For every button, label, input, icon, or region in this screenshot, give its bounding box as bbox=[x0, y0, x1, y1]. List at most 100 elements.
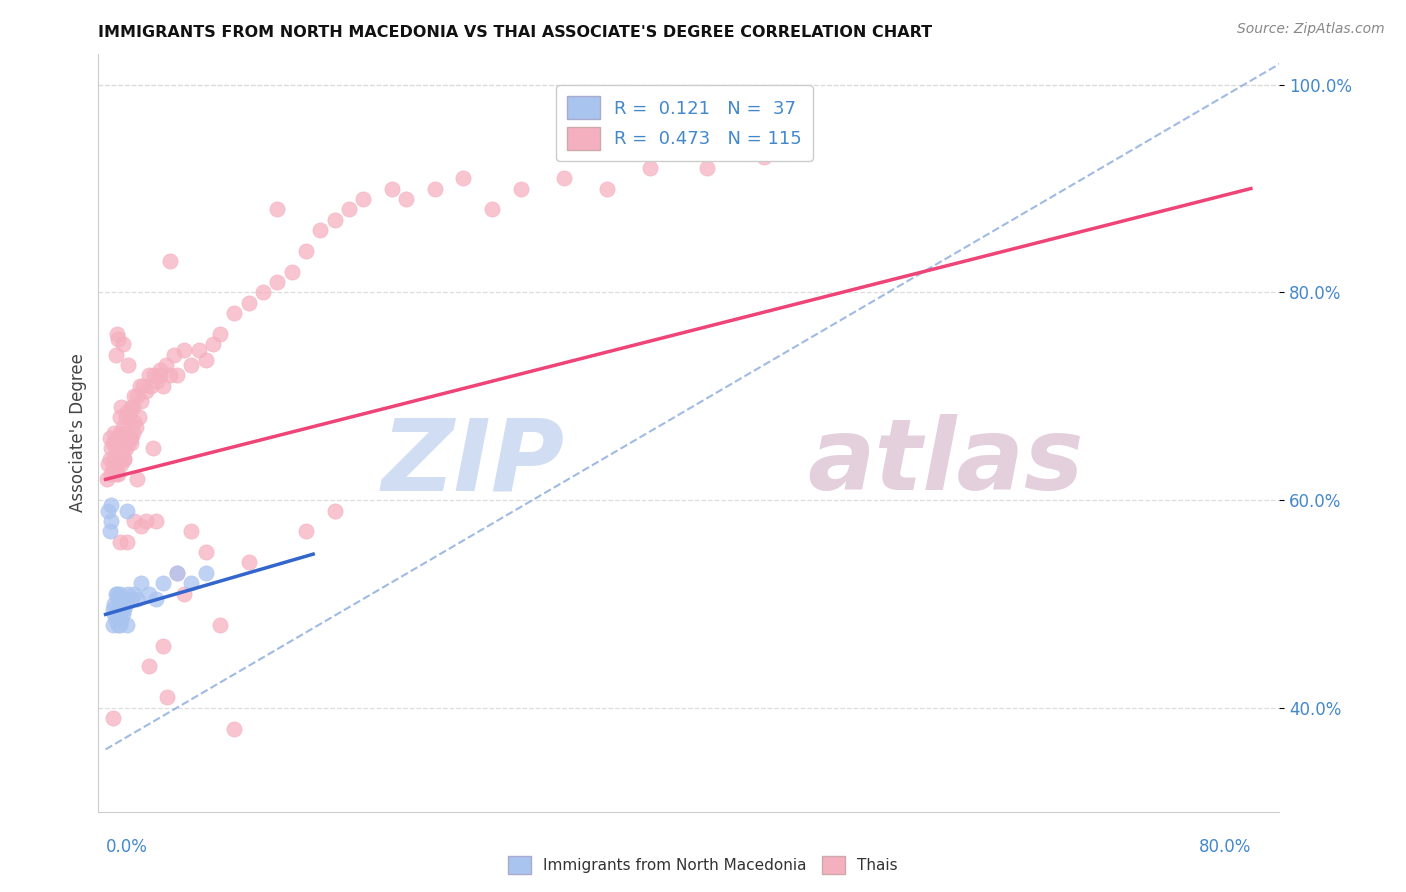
Point bbox=[112, 451, 135, 466]
Point bbox=[104, 348, 127, 362]
Point bbox=[112, 602, 135, 616]
Point bbox=[105, 586, 128, 600]
Point bbox=[180, 524, 202, 539]
Point bbox=[149, 368, 172, 383]
Point bbox=[120, 400, 142, 414]
Point bbox=[97, 503, 120, 517]
Point bbox=[122, 514, 145, 528]
Point bbox=[110, 457, 132, 471]
Point bbox=[108, 617, 131, 632]
Point bbox=[266, 275, 288, 289]
Point bbox=[696, 161, 718, 175]
Point bbox=[110, 431, 132, 445]
Point bbox=[638, 161, 661, 175]
Legend: R =  0.121   N =  37, R =  0.473   N = 115: R = 0.121 N = 37, R = 0.473 N = 115 bbox=[557, 86, 813, 161]
Point bbox=[131, 519, 153, 533]
Point bbox=[142, 441, 165, 455]
Point bbox=[121, 400, 143, 414]
Point bbox=[173, 586, 195, 600]
Point bbox=[122, 415, 145, 429]
Text: 80.0%: 80.0% bbox=[1198, 838, 1251, 855]
Point bbox=[209, 326, 232, 341]
Point bbox=[117, 410, 139, 425]
Point bbox=[101, 462, 124, 476]
Point bbox=[111, 607, 134, 622]
Point bbox=[107, 602, 129, 616]
Point bbox=[98, 451, 121, 466]
Point bbox=[423, 181, 446, 195]
Point bbox=[115, 431, 138, 445]
Point bbox=[117, 358, 139, 372]
Point bbox=[453, 171, 475, 186]
Point bbox=[125, 472, 148, 486]
Legend: Immigrants from North Macedonia, Thais: Immigrants from North Macedonia, Thais bbox=[502, 850, 904, 880]
Point bbox=[295, 524, 318, 539]
Point bbox=[128, 410, 150, 425]
Point bbox=[110, 400, 132, 414]
Point bbox=[201, 337, 224, 351]
Point bbox=[108, 451, 131, 466]
Point bbox=[238, 295, 260, 310]
Point bbox=[104, 613, 127, 627]
Point bbox=[122, 389, 145, 403]
Point bbox=[337, 202, 360, 217]
Point bbox=[194, 545, 217, 559]
Point bbox=[209, 617, 232, 632]
Point bbox=[187, 343, 209, 357]
Point bbox=[115, 534, 138, 549]
Point bbox=[120, 591, 142, 606]
Point bbox=[131, 576, 153, 591]
Text: IMMIGRANTS FROM NORTH MACEDONIA VS THAI ASSOCIATE'S DEGREE CORRELATION CHART: IMMIGRANTS FROM NORTH MACEDONIA VS THAI … bbox=[98, 25, 932, 40]
Text: atlas: atlas bbox=[807, 415, 1084, 511]
Point bbox=[224, 722, 246, 736]
Point bbox=[101, 617, 124, 632]
Point bbox=[100, 499, 122, 513]
Text: Source: ZipAtlas.com: Source: ZipAtlas.com bbox=[1237, 22, 1385, 37]
Point bbox=[295, 244, 318, 258]
Point bbox=[112, 451, 135, 466]
Point bbox=[252, 285, 274, 300]
Y-axis label: Associate's Degree: Associate's Degree bbox=[69, 353, 87, 512]
Point bbox=[107, 431, 129, 445]
Point bbox=[180, 576, 202, 591]
Point bbox=[125, 591, 148, 606]
Point bbox=[108, 534, 131, 549]
Point bbox=[117, 586, 139, 600]
Point bbox=[107, 591, 129, 606]
Point bbox=[117, 436, 139, 450]
Point bbox=[103, 451, 125, 466]
Point bbox=[395, 192, 418, 206]
Point bbox=[173, 343, 195, 357]
Point bbox=[101, 711, 124, 725]
Point bbox=[108, 425, 131, 440]
Text: 0.0%: 0.0% bbox=[105, 838, 148, 855]
Point bbox=[323, 212, 346, 227]
Point bbox=[108, 607, 131, 622]
Point bbox=[381, 181, 404, 195]
Point bbox=[145, 591, 167, 606]
Point bbox=[114, 597, 136, 611]
Point bbox=[194, 566, 217, 580]
Point bbox=[481, 202, 503, 217]
Point bbox=[103, 425, 125, 440]
Point bbox=[105, 457, 128, 471]
Point bbox=[152, 639, 174, 653]
Text: ZIP: ZIP bbox=[382, 415, 565, 511]
Point bbox=[155, 358, 177, 372]
Point bbox=[100, 441, 122, 455]
Point bbox=[107, 467, 129, 482]
Point bbox=[110, 602, 132, 616]
Point bbox=[105, 607, 128, 622]
Point bbox=[159, 254, 181, 268]
Point bbox=[124, 420, 146, 434]
Point bbox=[238, 556, 260, 570]
Point bbox=[118, 431, 141, 445]
Point bbox=[122, 586, 145, 600]
Point bbox=[166, 566, 188, 580]
Point bbox=[115, 617, 138, 632]
Point bbox=[112, 425, 135, 440]
Point bbox=[224, 306, 246, 320]
Point bbox=[97, 457, 120, 471]
Point bbox=[101, 602, 124, 616]
Point bbox=[138, 586, 160, 600]
